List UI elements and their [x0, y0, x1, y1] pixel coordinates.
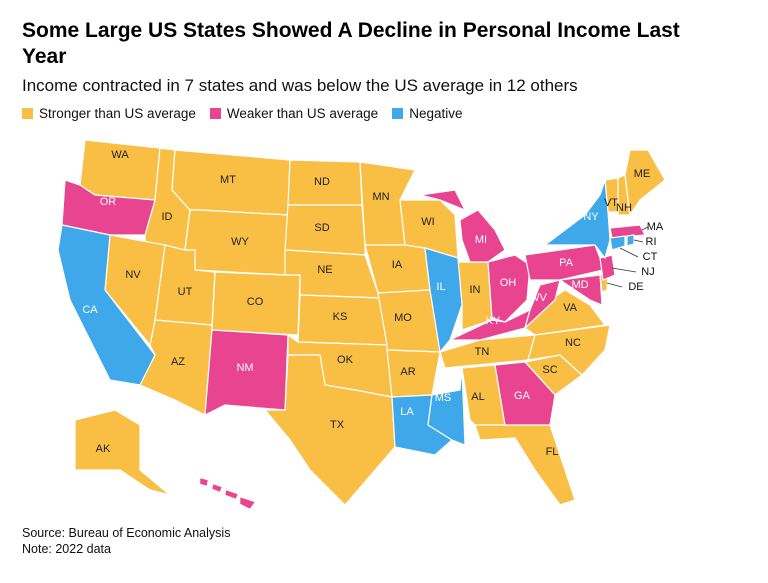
leader-line [611, 267, 637, 273]
state-label: AL [471, 391, 484, 403]
state-label: ID [162, 211, 173, 223]
state-label: WI [421, 216, 434, 228]
legend-label: Stronger than US average [39, 106, 196, 121]
state-label: DE [628, 281, 643, 293]
state-label: TN [475, 346, 490, 358]
legend-label: Weaker than US average [226, 106, 379, 121]
state-label: TX [330, 419, 345, 431]
state-label: ME [634, 168, 651, 180]
note: Note: 2022 data [22, 542, 111, 556]
legend-item: Negative [392, 106, 463, 121]
state-shape [624, 149, 666, 217]
state-label: AZ [171, 356, 185, 368]
state-label: KY [486, 315, 501, 327]
state-label: MI [475, 234, 487, 246]
state-label: AK [96, 443, 111, 455]
legend: Stronger than US average Weaker than US a… [22, 106, 463, 121]
state-label: CA [82, 304, 98, 316]
state-label: GA [514, 390, 531, 402]
state-shape [558, 274, 603, 306]
state-label: LA [400, 406, 414, 418]
state-label: RI [646, 236, 657, 248]
state-label: IA [392, 259, 403, 271]
state-label: NJ [641, 266, 654, 278]
state-label: MA [647, 221, 664, 233]
legend-item: Stronger than US average [22, 106, 196, 121]
state-label: FL [546, 446, 559, 458]
state-shape [263, 354, 396, 506]
title: Some Large US States Showed A Decline in… [22, 19, 680, 68]
state-label: WV [529, 292, 547, 304]
state-shape [57, 224, 156, 386]
state-shape [494, 361, 556, 426]
state-shape [609, 235, 626, 251]
state-label: IN [470, 284, 481, 296]
state-label: MN [372, 191, 389, 203]
state-label: NY [583, 211, 599, 223]
leader-line [633, 239, 644, 243]
state-shape [474, 424, 576, 506]
state-label: MS [435, 392, 452, 404]
legend-item: Weaker than US average [209, 106, 379, 121]
state-label: WY [231, 236, 249, 248]
legend-swatch [209, 108, 221, 119]
state-shape [239, 496, 256, 510]
state-label: NV [125, 269, 141, 281]
state-shape [224, 489, 239, 500]
state-label: NC [565, 337, 581, 349]
state-shape [626, 234, 635, 247]
state-label: NM [236, 362, 253, 374]
state-label: CO [247, 296, 264, 308]
state-shape [419, 189, 467, 212]
subtitle: Income contracted in 7 states and was be… [22, 76, 578, 95]
state-shape [523, 279, 561, 330]
state-label: OR [100, 196, 117, 208]
state-label: VA [563, 302, 578, 314]
state-shape [199, 477, 209, 487]
state-label: AR [400, 366, 415, 378]
state-labels: WA ID MT WY UT AZ CO ND SD NE KS OK TX MN IA MO AR WI IN TN… [82, 149, 664, 458]
state-shape [74, 409, 171, 496]
state-label: PA [559, 257, 574, 269]
state-label: SD [314, 222, 329, 234]
state-shapes [57, 139, 666, 510]
state-label: OH [500, 277, 517, 289]
legend-label: Negative [409, 106, 463, 121]
state-label: CT [643, 251, 658, 263]
legend-swatch [392, 108, 404, 119]
state-label: UT [178, 286, 193, 298]
state-label: VT [604, 197, 618, 209]
state-label: NE [317, 264, 332, 276]
leader-line [641, 226, 649, 231]
state-shape [204, 329, 289, 417]
state-shape [284, 204, 366, 256]
state-shape [487, 254, 531, 323]
state-label: OK [337, 354, 354, 366]
state-shape [609, 224, 646, 239]
state-shape [424, 247, 463, 354]
source: Source: Bureau of Economic Analysis [22, 526, 231, 540]
state-label: WA [111, 149, 129, 161]
state-shape [543, 179, 611, 260]
state-shape [211, 483, 223, 493]
state-label: MT [220, 174, 236, 186]
state-label: KS [333, 311, 348, 323]
state-label: MD [571, 279, 588, 291]
legend-swatch [22, 108, 33, 119]
leader-line [619, 247, 639, 258]
state-shape [427, 367, 466, 446]
state-label: NH [616, 202, 632, 214]
state-label: MO [394, 312, 412, 324]
state-label: SC [542, 364, 557, 376]
state-label: IL [436, 281, 445, 293]
state-shape [599, 254, 616, 281]
state-shape [459, 209, 506, 263]
leader-line [606, 282, 623, 288]
state-label: ND [314, 176, 330, 188]
